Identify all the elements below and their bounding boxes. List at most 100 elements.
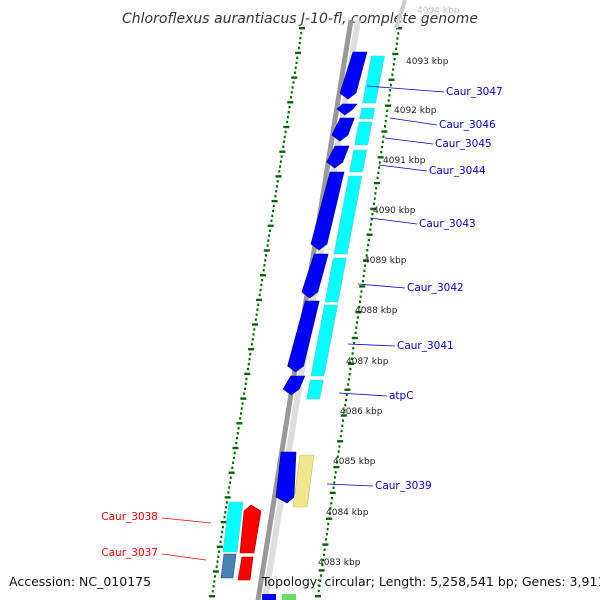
inner-tick-mark [327,522,330,526]
inner-tick-mark [381,145,384,149]
outer-tick-mark [219,540,222,544]
outer-tick-mark [216,560,219,563]
inner-tick-mark [355,326,358,329]
inner-tick-mark [396,37,399,40]
leader-line [366,85,445,93]
inner-tick-mark [395,47,398,51]
outer-tick-mark [224,496,231,499]
inner-tick-mark [342,419,344,422]
gene-box [354,121,373,146]
inner-tick-mark [373,181,380,185]
outer-tick-mark [261,278,264,282]
outer-tick-mark [232,446,239,450]
outer-tick-mark [236,432,239,435]
inner-tick-mark [322,543,329,546]
gene-label-caur-3041: Caur_3041 [397,340,454,352]
inner-tick-mark [322,553,325,557]
backbone-top-stub [394,0,407,29]
kbp-label: 4091 kbp [383,156,426,166]
inner-tick-mark [351,352,354,355]
outer-tick-mark [275,175,282,178]
inner-tick-mark [323,548,326,551]
outer-tick-mark [297,46,300,50]
inner-tick-mark [388,78,395,81]
outer-tick-mark [299,36,302,40]
outer-tick-mark [244,382,247,385]
outer-tick-mark [240,412,242,415]
gene-label-caur-3046: Caur_3046 [439,119,496,131]
outer-tick-mark [299,27,305,30]
inner-tick-mark [376,176,379,180]
gene-features [220,51,385,600]
outer-tick-mark [243,392,246,395]
leader-line [357,283,406,289]
kbp-label: 4084 kbp [326,508,369,518]
outer-tick-mark [267,224,274,227]
gene-label-caur-3038: Caur_3038 [101,511,158,523]
outer-tick-mark [239,417,242,420]
inner-tick-mark [367,238,370,242]
inner-tick-mark [347,378,350,381]
outer-tick-mark [259,274,266,277]
inner-tick-mark [356,316,359,319]
inner-tick-mark [337,450,340,453]
inner-tick-mark [373,197,376,200]
outer-tick-mark [275,190,278,193]
outer-tick-mark [287,111,290,114]
gene-label-caur-3037: Caur_3037 [101,547,158,559]
outer-tick-mark [248,357,251,361]
inner-tick-mark [333,481,336,484]
outer-tick-mark [265,254,267,257]
outer-tick-mark [263,264,266,267]
outer-tick-mark [276,180,279,183]
outer-tick-mark [295,61,298,64]
inner-tick-mark [358,305,361,309]
outer-tick-mark [290,91,293,94]
leader-line [161,553,207,561]
outer-tick-mark [220,535,223,539]
outer-tick-mark [247,367,249,371]
inner-tick-mark [352,347,355,350]
leader-line [384,137,434,145]
outer-tick-mark [294,66,297,69]
inner-tick-mark [318,584,321,588]
inner-tick-mark [373,202,375,205]
inner-tick-mark [385,114,388,118]
outer-tick-mark [211,590,214,593]
inner-tick-mark [336,455,339,458]
inner-tick-mark [370,218,373,221]
cds-arrow [275,451,297,504]
cds-arrow [336,103,358,116]
inner-tick-mark [356,321,358,324]
outer-tick-mark [236,422,243,425]
outer-tick-mark [300,31,303,35]
outer-tick-mark [291,76,298,79]
inner-tick-mark [317,589,320,593]
leader-line [389,117,438,126]
gene-box [282,594,296,600]
inner-tick-mark [334,471,337,474]
gene-box [310,304,338,377]
inner-tick-mark [329,491,336,495]
outer-tick-mark [212,585,215,588]
kbp-label: 4089 kbp [364,256,407,266]
outer-tick-mark [231,466,234,469]
outer-tick-mark [257,303,260,306]
outer-tick-mark [233,451,236,455]
outer-tick-mark [229,481,231,484]
inner-tick-mark [375,187,378,190]
cds-arrow [239,504,262,554]
inner-tick-mark [315,595,321,598]
inner-tick-mark [325,533,328,536]
outer-tick-mark [296,56,299,59]
inner-tick-mark [362,274,365,278]
outer-tick-mark [254,318,257,321]
outer-tick-mark [249,353,252,356]
inner-tick-mark [382,135,385,138]
gene-label-caur-3043: Caur_3043 [419,218,476,230]
outer-tick-mark [252,323,258,326]
outer-tick-mark [218,550,220,553]
inner-tick-mark [391,73,394,76]
outer-tick-mark [256,308,259,311]
map-title: Chloroflexus aurantiacus J-10-fl, comple… [122,11,478,27]
